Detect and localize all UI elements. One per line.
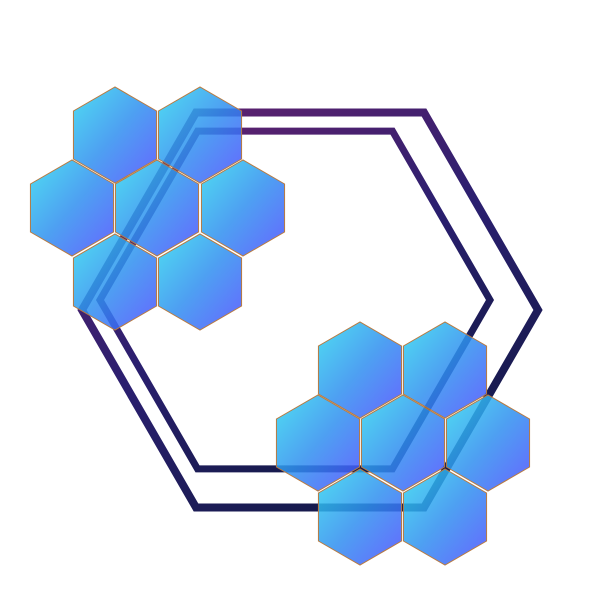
hex-cluster-bottom: [276, 322, 529, 565]
hex-cluster-top: [30, 87, 284, 330]
hexagon-diagram: [0, 0, 600, 600]
